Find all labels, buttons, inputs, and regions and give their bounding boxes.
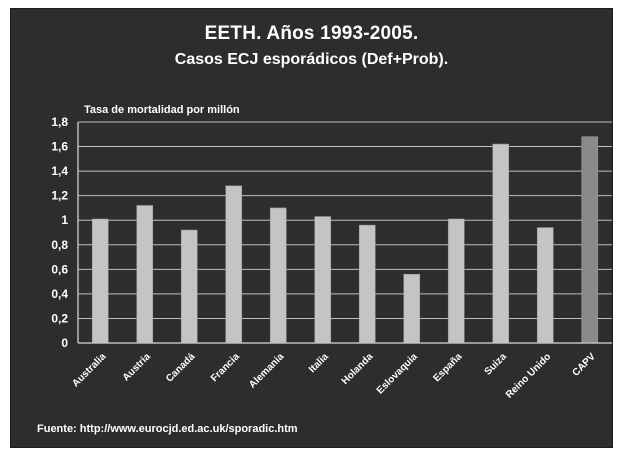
x-tick-label: Reino Unido xyxy=(504,351,553,400)
bars xyxy=(91,136,599,344)
y-tick-label: 1 xyxy=(61,213,68,227)
bar-españa xyxy=(447,218,465,344)
bar-reino-unido xyxy=(536,227,554,344)
x-tick-label: Holanda xyxy=(340,351,376,387)
chart-panel xyxy=(10,8,613,448)
x-tick-label: CAPV xyxy=(570,351,598,379)
y-tick-label: 0,6 xyxy=(51,262,68,276)
bar-eslovaquia xyxy=(403,273,421,344)
bar-austria xyxy=(136,205,154,344)
x-tick-labels: Australia Austria Canadá Francia Alemania Ita… xyxy=(70,351,598,401)
y-tick-label: 1,2 xyxy=(51,189,68,203)
x-tick-label: Canadá xyxy=(164,351,198,385)
grid-lines xyxy=(78,121,612,319)
x-tick-label: Alemania xyxy=(247,351,287,391)
x-tick-label: Italia xyxy=(307,351,331,375)
y-tick-label: 1,4 xyxy=(51,164,68,178)
x-tick-label: España xyxy=(431,351,464,384)
bar-suiza xyxy=(492,143,510,344)
x-tick-label: Australia xyxy=(70,351,108,389)
bar-francia xyxy=(225,185,243,344)
x-tick-label: Francia xyxy=(209,351,242,384)
bar-capv xyxy=(581,136,599,344)
y-tick-label: 0,4 xyxy=(51,287,68,301)
y-tick-labels: 0 0,2 0,4 0,6 0,8 1 1,2 1,4 1,6 1,8 xyxy=(51,115,68,350)
y-tick-label: 0,8 xyxy=(51,238,68,252)
bar-alemania xyxy=(269,207,287,344)
y-tick-label: 0,2 xyxy=(51,311,68,325)
bar-holanda xyxy=(358,224,376,344)
chart-title: EETH. Años 1993-2005. xyxy=(204,23,419,44)
x-tick-label: Suiza xyxy=(483,351,510,378)
x-tick-label: Eslovaquia xyxy=(375,351,420,396)
y-tick-label: 1,6 xyxy=(51,140,68,154)
y-tick-label: 0 xyxy=(61,336,68,350)
source-note: Fuente: http://www.eurocjd.ed.ac.uk/spor… xyxy=(37,423,298,435)
bar-canadá xyxy=(180,229,198,344)
bar-italia xyxy=(314,216,332,344)
bar-australia xyxy=(91,218,109,344)
y-tick-label: 1,8 xyxy=(51,115,68,129)
chart-subtitle: Casos ECJ esporádicos (Def+Prob). xyxy=(174,51,449,68)
y-axis-label: Tasa de mortalidad por millón xyxy=(84,104,240,116)
x-tick-label: Austria xyxy=(121,351,153,383)
